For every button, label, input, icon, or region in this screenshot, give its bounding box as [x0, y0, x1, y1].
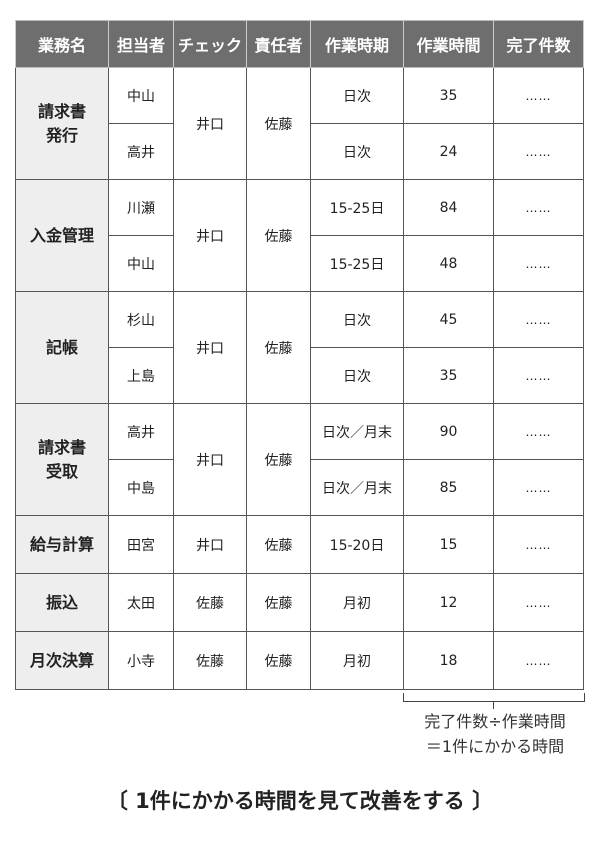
- person-cell: 太田: [108, 573, 174, 632]
- hours-cell: 85: [403, 459, 494, 516]
- manager-cell: 佐藤: [246, 403, 311, 516]
- task-name: 振込: [15, 573, 109, 632]
- hours-cell: 84: [403, 179, 494, 236]
- bracket: [403, 693, 585, 702]
- check-cell: 佐藤: [173, 631, 247, 690]
- person-cell: 中島: [108, 459, 174, 516]
- note-line1: 完了件数÷作業時間: [424, 712, 566, 731]
- manager-cell: 佐藤: [246, 573, 311, 632]
- done-cell: ……: [493, 403, 584, 460]
- person-cell: 田宮: [108, 515, 174, 574]
- done-cell: ……: [493, 291, 584, 348]
- done-cell: ……: [493, 573, 584, 632]
- table-row: 高井 日次 24……: [16, 123, 584, 180]
- task-name: 記帳: [15, 291, 109, 404]
- period-cell: 15-25日: [310, 235, 404, 292]
- column-header: 作業時間: [403, 20, 494, 68]
- period-cell: 月初: [310, 573, 404, 632]
- check-cell: 井口: [173, 179, 247, 292]
- done-cell: ……: [493, 67, 584, 124]
- period-cell: 日次: [310, 67, 404, 124]
- table-row: 振込 太田 佐藤 佐藤 月初 12……: [15, 573, 584, 632]
- table-row: 入金管理 川瀬 井口 佐藤 15-25日 84……: [15, 179, 584, 292]
- person-cell: 高井: [108, 123, 174, 180]
- hours-cell: 48: [403, 235, 494, 292]
- manager-cell: 佐藤: [246, 179, 311, 292]
- check-cell: 佐藤: [173, 573, 247, 632]
- column-header: チェック: [173, 20, 247, 68]
- table-row: 請求書 受取 高井 井口 佐藤 日次／月末 90……: [15, 403, 584, 516]
- hours-cell: 35: [403, 67, 494, 124]
- manager-cell: 佐藤: [246, 515, 311, 574]
- column-header: 業務名: [15, 20, 109, 68]
- period-cell: 日次: [310, 291, 404, 348]
- done-cell: ……: [493, 515, 584, 574]
- person-cell: 中山: [108, 235, 174, 292]
- task-name: 給与計算: [15, 515, 109, 574]
- check-cell: 井口: [173, 515, 247, 574]
- hours-cell: 18: [403, 631, 494, 690]
- hours-cell: 15: [403, 515, 494, 574]
- table-row: 月次決算 小寺 佐藤 佐藤 月初 18……: [15, 631, 584, 690]
- manager-cell: 佐藤: [246, 67, 311, 180]
- table-row: 中山 15-25日 48……: [16, 235, 584, 292]
- check-cell: 井口: [173, 67, 247, 180]
- header-row: 業務名 担当者 チェック 責任者 作業時期 作業時間 完了件数: [15, 20, 584, 68]
- done-cell: ……: [493, 179, 584, 236]
- done-cell: ……: [493, 235, 584, 292]
- manager-cell: 佐藤: [246, 631, 311, 690]
- task-name: 請求書 発行: [15, 67, 109, 180]
- done-cell: ……: [493, 631, 584, 690]
- manager-cell: 佐藤: [246, 291, 311, 404]
- period-cell: 日次: [310, 347, 404, 404]
- table-row: 中島 日次／月末 85……: [16, 459, 584, 516]
- hours-cell: 45: [403, 291, 494, 348]
- column-header: 完了件数: [493, 20, 584, 68]
- table-row: 記帳 杉山 井口 佐藤 日次 45……: [15, 291, 584, 404]
- done-cell: ……: [493, 123, 584, 180]
- table-row: 請求書 発行 中山 井口 佐藤 日次 35……: [15, 67, 584, 180]
- hours-cell: 12: [403, 573, 494, 632]
- hours-cell: 35: [403, 347, 494, 404]
- column-header: 作業時期: [310, 20, 404, 68]
- person-cell: 小寺: [108, 631, 174, 690]
- table-row: 上島 日次 35……: [16, 347, 584, 404]
- hours-cell: 24: [403, 123, 494, 180]
- task-name: 入金管理: [15, 179, 109, 292]
- person-cell: 川瀬: [108, 179, 174, 236]
- caption: 〔 1件にかかる時間を見て改善をする 〕: [106, 789, 494, 813]
- person-cell: 上島: [108, 347, 174, 404]
- bracket-tick: [493, 701, 494, 709]
- done-cell: ……: [493, 459, 584, 516]
- table-row: 給与計算 田宮 井口 佐藤 15-20日 15……: [15, 515, 584, 574]
- note-line2: ＝1件にかかる時間: [425, 737, 565, 756]
- task-name: 月次決算: [15, 631, 109, 690]
- check-cell: 井口: [173, 403, 247, 516]
- period-cell: 日次／月末: [310, 403, 404, 460]
- work-table: 業務名 担当者 チェック 責任者 作業時期 作業時間 完了件数 請求書 発行 中山 井口 佐藤 日次 3…: [15, 20, 584, 690]
- task-name: 請求書 受取: [15, 403, 109, 516]
- period-cell: 15-25日: [310, 179, 404, 236]
- done-cell: ……: [493, 347, 584, 404]
- hours-cell: 90: [403, 403, 494, 460]
- person-cell: 中山: [108, 67, 174, 124]
- column-header: 担当者: [108, 20, 174, 68]
- person-cell: 杉山: [108, 291, 174, 348]
- check-cell: 井口: [173, 291, 247, 404]
- period-cell: 月初: [310, 631, 404, 690]
- person-cell: 高井: [108, 403, 174, 460]
- period-cell: 15-20日: [310, 515, 404, 574]
- period-cell: 日次／月末: [310, 459, 404, 516]
- period-cell: 日次: [310, 123, 404, 180]
- column-header: 責任者: [246, 20, 311, 68]
